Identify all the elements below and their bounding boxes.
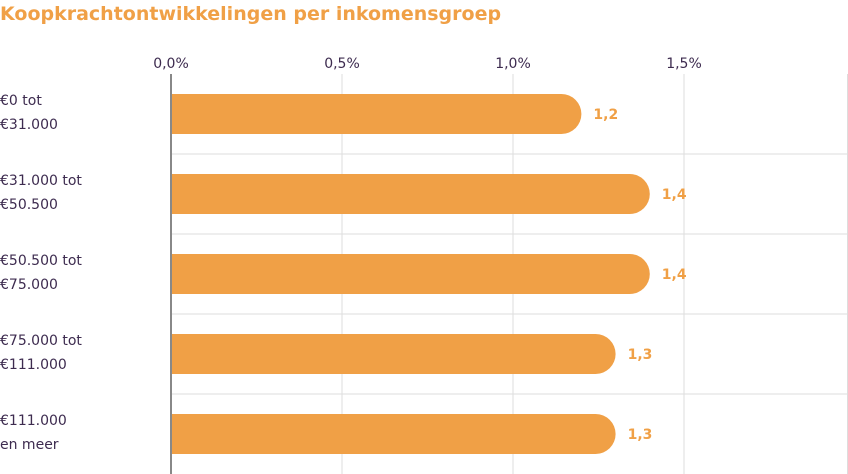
category-label: €31.000: [0, 117, 58, 133]
x-tick-label: 0,0%: [153, 56, 189, 72]
category-label: en meer: [0, 437, 59, 453]
category-label: €50.500: [0, 197, 58, 213]
value-label: 1,3: [628, 427, 653, 443]
value-label: 1,4: [662, 267, 687, 283]
value-label: 1,3: [628, 347, 653, 363]
x-tick-label: 1,5%: [666, 56, 702, 72]
bar: [171, 254, 650, 294]
bar: [171, 174, 650, 214]
bar: [171, 414, 616, 454]
x-tick-label: 0,5%: [324, 56, 360, 72]
value-label: 1,2: [593, 107, 618, 123]
chart-title: Koopkrachtontwikkelingen per inkomensgro…: [0, 3, 502, 25]
x-tick-label: 1,0%: [495, 56, 531, 72]
category-label: €111.000: [0, 357, 67, 373]
category-label: €75.000: [0, 277, 58, 293]
category-label: €75.000 tot: [0, 333, 82, 349]
bar: [171, 334, 616, 374]
category-label: €0 tot: [0, 93, 42, 109]
category-label: €50.500 tot: [0, 253, 82, 269]
bar: [171, 94, 582, 134]
category-label: €111.000: [0, 413, 67, 429]
category-label: €31.000 tot: [0, 173, 82, 189]
value-label: 1,4: [662, 187, 687, 203]
